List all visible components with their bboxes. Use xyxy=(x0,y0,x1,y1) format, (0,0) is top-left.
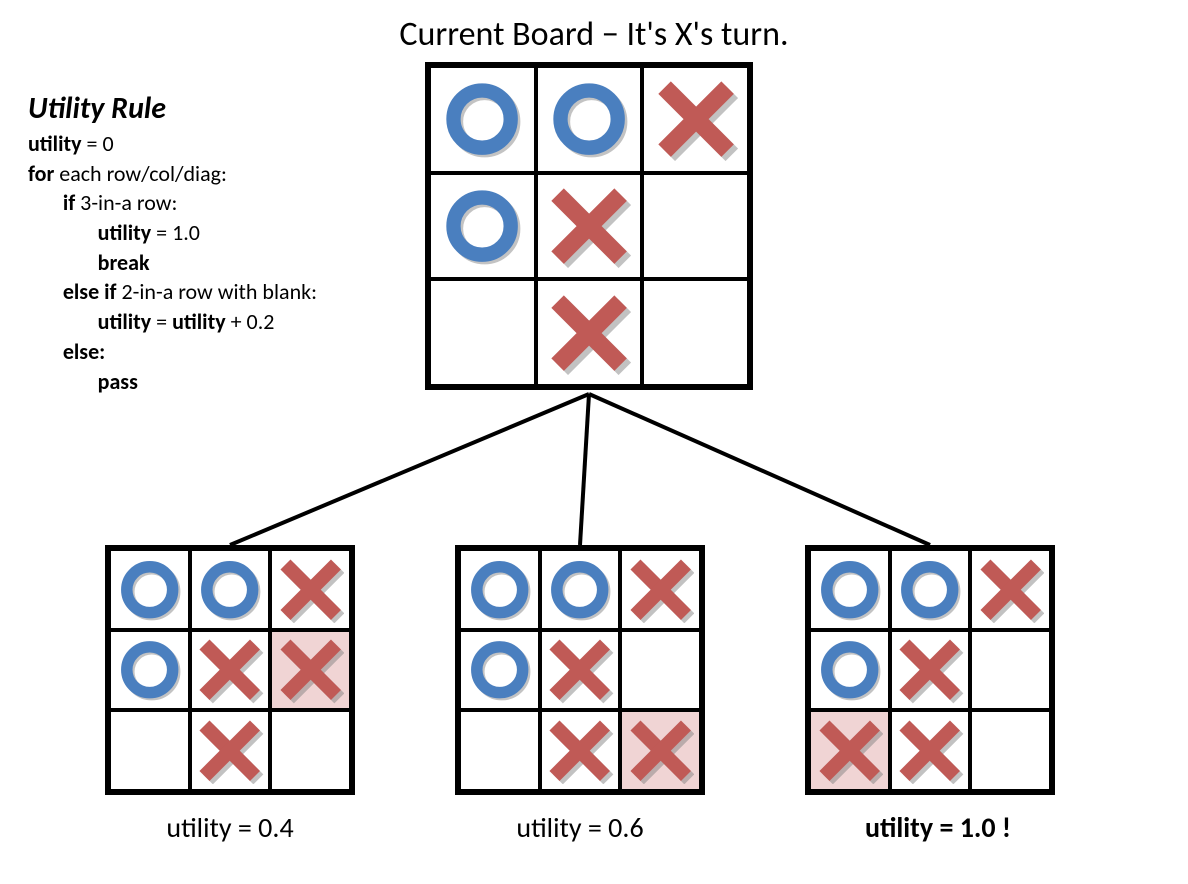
x-mark-icon xyxy=(627,717,694,784)
board-cell xyxy=(809,710,890,791)
connector-line xyxy=(589,394,930,545)
o-mark-icon xyxy=(116,636,183,703)
x-mark-icon xyxy=(627,556,694,623)
board-cell xyxy=(536,279,643,386)
utility-caption: utility = 0.4 xyxy=(140,810,320,845)
board-cell xyxy=(620,630,701,711)
utility-rule-line: for each row/col/diag: xyxy=(28,159,317,189)
page-title: Current Board − It's X's turn. xyxy=(0,14,1188,55)
utility-rule-lines: utility = 0for each row/col/diag: if 3-i… xyxy=(28,129,317,396)
ttt-board xyxy=(805,545,1055,795)
o-mark-icon xyxy=(896,556,963,623)
x-mark-icon xyxy=(896,717,963,784)
o-mark-icon xyxy=(196,556,263,623)
board-cell xyxy=(620,710,701,791)
board-cell xyxy=(270,710,351,791)
board-cell xyxy=(459,549,540,630)
x-mark-icon xyxy=(196,717,263,784)
o-mark-icon xyxy=(816,636,883,703)
board-cell xyxy=(809,549,890,630)
board-cell xyxy=(429,66,536,173)
utility-rule-line: utility = 1.0 xyxy=(28,218,317,248)
board-cell xyxy=(270,630,351,711)
utility-rule-line: break xyxy=(28,248,317,278)
o-mark-icon xyxy=(546,556,613,623)
board-cell xyxy=(890,630,971,711)
board-cell xyxy=(642,279,749,386)
board-cell xyxy=(459,630,540,711)
x-mark-icon xyxy=(654,77,738,161)
board-cell xyxy=(429,173,536,280)
board-cell xyxy=(809,630,890,711)
utility-caption: utility = 1.0 ! xyxy=(838,810,1038,845)
connector-line xyxy=(230,394,589,545)
board-cell xyxy=(970,630,1051,711)
o-mark-icon xyxy=(440,184,524,268)
x-mark-icon xyxy=(277,556,344,623)
o-mark-icon xyxy=(440,77,524,161)
x-mark-icon xyxy=(977,556,1044,623)
board-cell xyxy=(270,549,351,630)
ttt-board xyxy=(105,545,355,795)
board-cell xyxy=(890,710,971,791)
utility-rule-line: pass xyxy=(28,367,317,397)
utility-rule-block: Utility Rule utility = 0for each row/col… xyxy=(28,90,317,396)
board-cell xyxy=(642,66,749,173)
board-cell xyxy=(190,630,271,711)
ttt-board xyxy=(455,545,705,795)
x-mark-icon xyxy=(546,636,613,703)
board-cell xyxy=(970,549,1051,630)
child-board xyxy=(105,545,355,795)
board-cell xyxy=(970,710,1051,791)
board-cell xyxy=(540,710,621,791)
utility-rule-line: else: xyxy=(28,337,317,367)
board-cell xyxy=(890,549,971,630)
x-mark-icon xyxy=(277,636,344,703)
utility-rule-heading: Utility Rule xyxy=(28,90,317,127)
o-mark-icon xyxy=(466,636,533,703)
board-cell xyxy=(109,710,190,791)
board-cell xyxy=(109,549,190,630)
x-mark-icon xyxy=(816,717,883,784)
board-cell xyxy=(190,710,271,791)
board-cell xyxy=(429,279,536,386)
o-mark-icon xyxy=(116,556,183,623)
x-mark-icon xyxy=(196,636,263,703)
x-mark-icon xyxy=(547,291,631,375)
board-cell xyxy=(109,630,190,711)
child-board xyxy=(455,545,705,795)
ttt-board xyxy=(425,62,753,390)
utility-rule-line: utility = 0 xyxy=(28,129,317,159)
board-cell xyxy=(540,630,621,711)
o-mark-icon xyxy=(816,556,883,623)
x-mark-icon xyxy=(546,717,613,784)
utility-rule-line: if 3-in-a row: xyxy=(28,188,317,218)
board-cell xyxy=(536,66,643,173)
board-cell xyxy=(459,710,540,791)
o-mark-icon xyxy=(547,77,631,161)
board-cell xyxy=(642,173,749,280)
x-mark-icon xyxy=(896,636,963,703)
x-mark-icon xyxy=(547,184,631,268)
utility-rule-line: else if 2-in-a row with blank: xyxy=(28,277,317,307)
utility-rule-line: utility = utility + 0.2 xyxy=(28,307,317,337)
main-board xyxy=(425,62,753,390)
board-cell xyxy=(536,173,643,280)
child-board xyxy=(805,545,1055,795)
board-cell xyxy=(620,549,701,630)
utility-caption: utility = 0.6 xyxy=(490,810,670,845)
connector-line xyxy=(580,394,589,545)
board-cell xyxy=(540,549,621,630)
board-cell xyxy=(190,549,271,630)
o-mark-icon xyxy=(466,556,533,623)
